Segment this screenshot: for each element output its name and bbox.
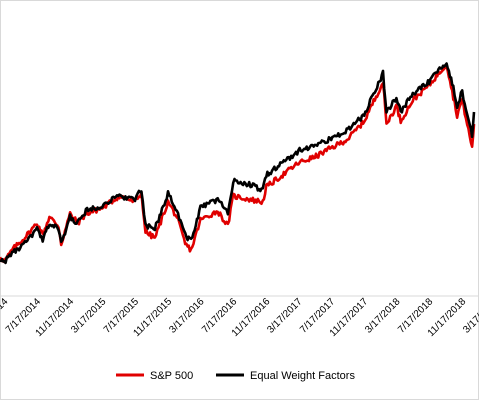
legend-label-sp500: S&P 500 <box>150 370 193 382</box>
x-tick-labels: 3/17/20147/17/201411/17/20143/17/20157/1… <box>0 296 479 339</box>
series-layer <box>0 62 476 265</box>
series-line-equal-weight-factors <box>0 62 476 265</box>
legend-label-equal-weight-factors: Equal Weight Factors <box>250 370 355 382</box>
series-line-s-p-500 <box>0 64 476 264</box>
legend: S&P 500 Equal Weight Factors <box>116 370 355 382</box>
